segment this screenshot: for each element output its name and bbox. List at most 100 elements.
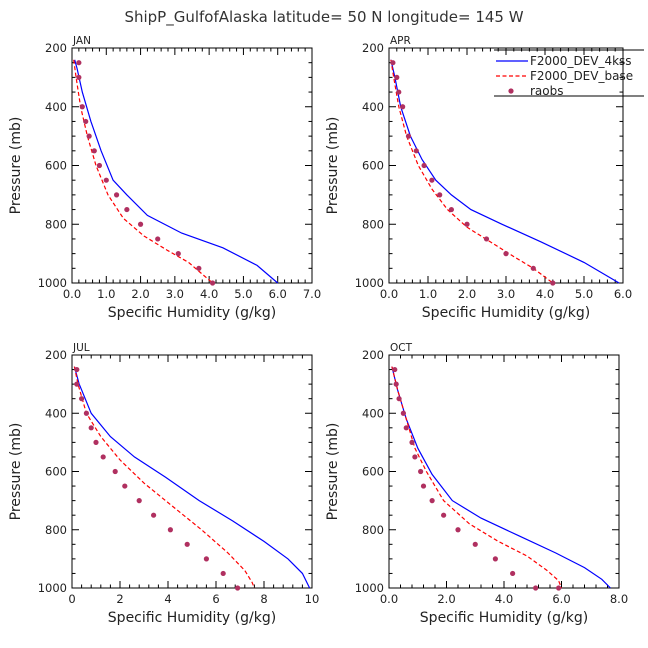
x-tick-label: 10	[305, 592, 320, 606]
raobs-marker	[86, 133, 92, 139]
raobs-marker	[74, 366, 80, 373]
raobs-marker	[405, 133, 412, 139]
y-axis-label: Pressure (mb)	[8, 117, 24, 215]
x-axis-label: Specific Humidity (g/kg)	[108, 610, 276, 626]
y-tick-label: 1000	[355, 581, 384, 595]
panel-jul: JUL 0 2 4 6 8 10 200 400 600 800 1000 Specific Humid…	[8, 342, 319, 626]
raobs-marker	[550, 280, 556, 286]
raobs-marker	[393, 381, 399, 387]
raobs-marker	[235, 585, 241, 591]
raobs-marker	[503, 251, 509, 257]
y-tick-label: 400	[362, 100, 384, 114]
raobs-marker	[151, 512, 157, 518]
y-tick-label: 600	[362, 159, 384, 173]
x-tick-label: 2	[116, 592, 123, 606]
x-tick-label: 1.0	[97, 287, 115, 301]
y-tick-label: 200	[362, 348, 384, 362]
raobs-marker	[100, 454, 106, 460]
panel-label: APR	[390, 35, 411, 47]
raobs-marker	[83, 118, 89, 125]
y-tick-label: 400	[45, 100, 67, 114]
raobs-marker	[74, 381, 80, 387]
raobs-marker	[124, 206, 130, 213]
y-tick-label: 1000	[38, 581, 67, 595]
raobs-marker	[429, 498, 435, 504]
raobs-marker	[93, 439, 99, 445]
y-tick-label: 1000	[355, 276, 384, 290]
plot-frame	[388, 354, 620, 589]
kss-series-line	[390, 59, 620, 284]
raobs-marker	[203, 556, 209, 562]
raobs-marker	[390, 60, 396, 66]
legend-swatch-raobs	[508, 88, 514, 94]
y-tick-label: 800	[45, 217, 67, 231]
y-tick-label: 600	[45, 159, 67, 173]
panel-label: JAN	[72, 35, 91, 47]
x-tick-label: 6.0	[614, 287, 632, 301]
raobs-marker	[184, 541, 190, 547]
y-tick-label: 800	[45, 523, 67, 537]
plot-frame	[71, 354, 313, 589]
x-tick-label: 0	[68, 592, 75, 606]
y-axis-label: Pressure (mb)	[325, 117, 341, 215]
raobs-marker	[79, 104, 85, 110]
raobs-marker	[420, 483, 427, 489]
x-axis-label: Specific Humidity (g/kg)	[422, 305, 590, 321]
base-series-line	[390, 59, 554, 284]
raobs-marker	[400, 410, 406, 416]
x-tick-label: 6.0	[552, 592, 570, 606]
raobs-marker	[96, 162, 103, 169]
raobs-marker	[83, 410, 89, 416]
y-tick-label: 800	[362, 217, 384, 231]
raobs-marker	[409, 439, 415, 445]
raobs-marker	[441, 512, 447, 518]
x-tick-label: 0.0	[63, 287, 81, 301]
raobs-marker	[76, 60, 82, 66]
plot-frame	[71, 47, 313, 284]
kss-series-line	[391, 366, 611, 589]
x-tick-label: 2.0	[131, 287, 149, 301]
raobs-marker	[429, 177, 435, 183]
y-tick-label: 200	[45, 41, 67, 55]
raobs-marker	[91, 148, 97, 154]
raobs-marker	[155, 236, 161, 242]
x-tick-label: 8.0	[610, 592, 628, 606]
x-tick-label: 4	[164, 592, 171, 606]
x-tick-label: 2.0	[458, 287, 476, 301]
raobs-marker	[437, 192, 443, 198]
kss-series-line	[74, 59, 279, 284]
raobs-marker	[413, 148, 419, 154]
legend-entry-label: raobs	[530, 84, 564, 98]
raobs-marker	[88, 425, 94, 431]
x-tick-label: 5.0	[234, 287, 252, 301]
base-series-line	[73, 366, 255, 589]
panel-label: JUL	[72, 342, 90, 354]
raobs-marker	[483, 236, 490, 242]
y-tick-label: 400	[45, 406, 67, 420]
base-series-line	[73, 59, 213, 284]
raobs-marker	[103, 177, 109, 183]
x-tick-label: 5.0	[575, 287, 593, 301]
raobs-marker	[79, 396, 85, 402]
panels-group: JAN 0.0 1.0 2.0 3.0 4.0 5.0 6.0 7.0 200 400 600 800 1…	[8, 35, 632, 626]
raobs-marker	[196, 265, 202, 271]
raobs-marker	[448, 206, 454, 213]
x-axis-label: Specific Humidity (g/kg)	[420, 610, 588, 626]
x-tick-label: 3.0	[497, 287, 515, 301]
raobs-marker	[220, 570, 226, 577]
raobs-marker	[455, 527, 461, 533]
raobs-marker	[421, 162, 427, 169]
x-tick-label: 4.0	[200, 287, 218, 301]
raobs-marker	[396, 396, 402, 402]
raobs-marker	[412, 454, 418, 460]
raobs-marker	[396, 89, 402, 95]
raobs-marker	[167, 527, 173, 533]
raobs-marker	[122, 483, 128, 489]
x-tick-label: 8	[260, 592, 267, 606]
raobs-marker	[464, 221, 470, 227]
raobs-marker	[113, 192, 120, 198]
panel-jan: JAN 0.0 1.0 2.0 3.0 4.0 5.0 6.0 7.0 200 400 600 800 1…	[8, 35, 321, 321]
base-series-line	[391, 366, 563, 589]
raobs-marker	[556, 585, 562, 591]
